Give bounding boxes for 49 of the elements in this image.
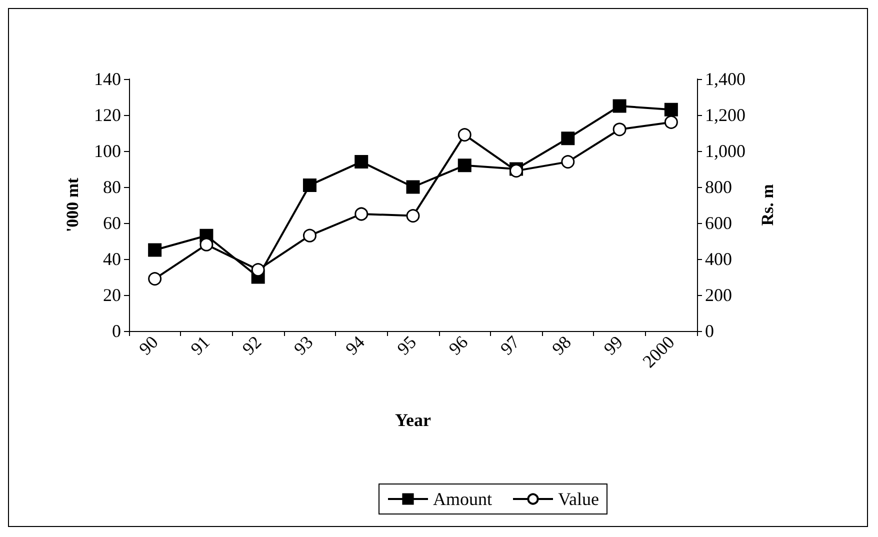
y-tick-label: 140 [94,69,121,89]
point [458,128,472,142]
y-tick-label: 40 [103,249,121,269]
legend-label: Value [558,489,599,509]
y2-tick-label: 800 [705,177,732,197]
point [148,243,162,257]
y-axis-title: '000 mt [63,178,82,232]
x-tick-label: 90 [135,332,162,359]
x-tick-label: 96 [444,332,472,359]
point [612,99,626,113]
x-tick-label: 92 [238,332,266,359]
y-tick-label: 80 [103,177,121,197]
y2-axis-title: Rs. m [758,184,777,226]
point [354,207,368,221]
point [354,155,368,169]
y-tick-label: 100 [94,141,121,161]
y2-tick-label: 0 [705,321,714,341]
y2-tick-label: 1,200 [705,105,746,125]
point [664,102,678,116]
point [561,132,575,146]
y-tick-label: 60 [103,213,121,233]
y2-tick-label: 400 [705,249,732,269]
y2-tick-label: 200 [705,285,732,305]
point [200,238,214,252]
y-tick-label: 20 [103,285,121,305]
point [302,228,316,242]
x-tick-label: 98 [548,332,575,359]
point [148,272,162,286]
point [612,122,626,136]
y2-tick-label: 1,000 [705,141,746,161]
x-tick-label: 93 [290,332,317,359]
point [251,263,265,277]
point [664,115,678,129]
x-tick-label: 99 [600,332,627,359]
x-axis-title: Year [395,410,431,430]
point [561,155,575,169]
x-tick-label: 97 [496,332,524,359]
x-tick-label: 95 [393,332,420,359]
point [302,178,316,192]
point [406,209,420,223]
x-tick-label: 91 [186,332,214,359]
legend-label: Amount [433,489,492,509]
x-tick-label: 94 [342,332,368,359]
point [458,158,472,172]
y-tick-label: 120 [94,105,121,125]
point [406,180,420,194]
y2-tick-label: 1,400 [705,69,746,89]
y2-tick-label: 600 [705,213,732,233]
y-tick-label: 0 [112,321,121,341]
